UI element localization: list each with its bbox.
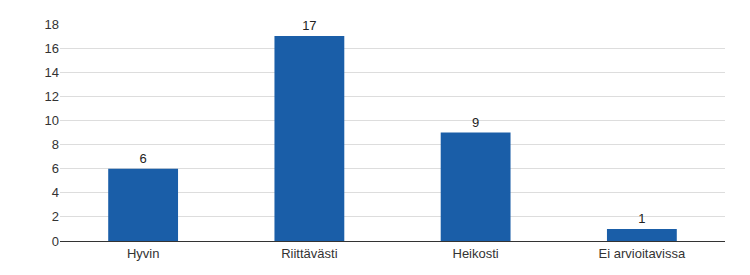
svg-text:14: 14 bbox=[45, 65, 59, 80]
svg-text:Ei arvioitavissa: Ei arvioitavissa bbox=[599, 246, 686, 261]
svg-text:12: 12 bbox=[45, 89, 59, 104]
svg-text:1: 1 bbox=[638, 211, 645, 226]
svg-text:4: 4 bbox=[52, 185, 59, 200]
svg-text:17: 17 bbox=[302, 18, 316, 33]
svg-text:16: 16 bbox=[45, 41, 59, 56]
svg-text:6: 6 bbox=[140, 151, 147, 166]
svg-text:0: 0 bbox=[52, 234, 59, 249]
svg-text:Riittävästi: Riittävästi bbox=[281, 246, 337, 261]
svg-text:10: 10 bbox=[45, 113, 59, 128]
svg-text:8: 8 bbox=[52, 137, 59, 152]
svg-text:18: 18 bbox=[45, 17, 59, 32]
svg-text:Heikosti: Heikosti bbox=[453, 246, 499, 261]
svg-text:6: 6 bbox=[52, 161, 59, 176]
svg-text:Hyvin: Hyvin bbox=[127, 246, 160, 261]
svg-text:9: 9 bbox=[472, 115, 479, 130]
svg-text:2: 2 bbox=[52, 209, 59, 224]
